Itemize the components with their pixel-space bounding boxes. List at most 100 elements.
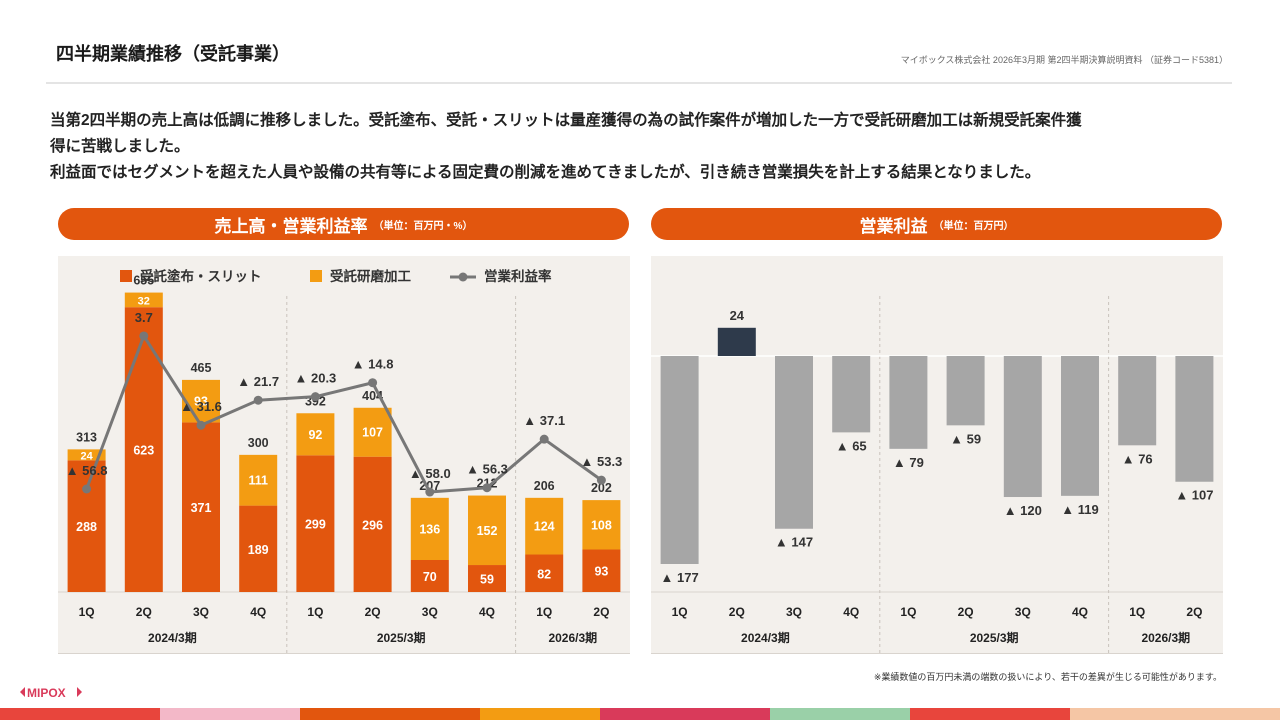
summary-line-1: 当第2四半期の売上高は低調に推移しました。受託塗布、受託・スリットは量産獲得の為… [50,112,1082,129]
margin-label: ▲ 31.6 [180,399,222,414]
bar-coating-slit [239,505,278,592]
sales-period-label: 2024/3期 [148,630,197,645]
margin-point [310,392,320,402]
bar-coating-slit-value: 93 [594,565,608,579]
profit-bar [1175,356,1214,482]
margin-point [253,395,263,405]
header-source-note: マイボックス株式会社 2026年3月期 第2四半期決算説明資料 （証券コード53… [900,55,1228,65]
profit-category-label: 1Q [900,605,916,619]
profit-chart-unit: （単位：百万円） [933,220,1014,232]
profit-chart-title: 営業利益 [859,216,928,236]
margin-label: ▲ 58.0 [409,466,451,481]
legend-margin-label: 営業利益率 [484,268,552,284]
bar-polishing-value: 108 [591,518,612,532]
bar-polishing-value: 152 [477,524,498,538]
margin-label: ▲ 14.8 [352,357,394,372]
profit-category-label: 3Q [1015,605,1031,619]
page-title: 四半期業績推移（受託事業） [56,44,290,64]
profit-value-label: ▲ 76 [1122,451,1153,466]
profit-period-label: 2024/3期 [741,630,790,645]
bar-polishing-value: 24 [80,450,93,462]
bar-coating-slit-value: 70 [423,570,437,584]
profit-value-label: ▲ 147 [775,535,813,550]
profit-value-label: ▲ 65 [836,438,867,453]
bar-coating-slit [582,549,621,592]
profit-value-label: ▲ 120 [1004,503,1042,518]
bar-coating-slit-value: 371 [191,501,212,515]
profit-bar [1118,356,1157,446]
logo-text: MIPOX [27,686,66,699]
bar-coating-slit [525,554,564,592]
profit-period-label: 2025/3期 [970,630,1019,645]
margin-point [596,475,606,485]
decorative-bottom-band [0,708,1280,720]
sales-chart-title: 売上高・営業利益率 [214,216,368,236]
sales-chart-unit: （単位：百万円・%） [373,220,473,232]
bar-total-value: 655 [133,274,154,288]
bar-polishing [67,449,106,461]
margin-label: ▲ 37.1 [523,413,565,428]
profit-bar [775,356,813,529]
company-logo: MIPOX [20,686,82,699]
margin-label: 3.7 [135,310,153,325]
bar-polishing [525,497,564,555]
profit-bar [946,356,985,426]
margin-point [196,420,206,430]
profit-bar [832,356,871,433]
sales-margin-chart-svg: 2024/3期 2025/3期 2026/3期 1Q 2Q 3Q 4Q 1Q 2Q 3Q 4Q 1Q 2… [58,256,630,654]
margin-label: ▲ 56.8 [66,463,108,478]
profit-period-label: 2026/3期 [1141,630,1190,645]
margin-point [82,484,92,494]
footnote: ※業績数値の百万円未満の端数の扱いにより、若干の差異が生じる可能性があります。 [873,672,1222,682]
margin-label: ▲ 20.3 [295,371,337,386]
bar-polishing-value: 93 [194,395,208,409]
profit-bar [717,327,756,356]
bar-total-value: 206 [534,479,555,493]
profit-bar [660,356,699,564]
header-divider [46,82,1232,84]
bar-coating-slit-value: 189 [248,543,269,557]
legend-polishing-label: 受託研磨加工 [330,268,411,284]
bar-polishing-value: 136 [419,522,440,536]
bar-polishing [182,379,220,423]
profit-value-label: ▲ 79 [893,455,924,470]
bar-polishing-value: 111 [248,474,268,488]
bar-total-value: 202 [591,481,612,495]
profit-plot-background [651,256,1223,654]
profit-category-label: 2Q [1186,605,1202,619]
margin-point [482,483,492,493]
summary-line-3: 利益面ではセグメントを超えた人員や設備の共有等による固定費の削減を進めてきました… [50,164,1041,181]
sales-category-label: 1Q [536,605,552,619]
profit-value-label: ▲ 107 [1175,488,1213,503]
legend-coating-slit-swatch [120,270,132,282]
profit-chart-header: 営業利益 （単位：百万円） [651,208,1222,240]
margin-label: ▲ 53.3 [581,454,623,469]
logo-left-chevron-icon [20,687,25,697]
margin-line [85,334,603,494]
sales-category-label: 3Q [422,605,438,619]
sales-category-label: 2Q [365,605,381,619]
legend-coating-slit-label: 受託塗布・スリット [140,268,262,284]
logo-right-chevron-icon [77,687,82,697]
bar-coating-slit-value: 299 [305,518,326,532]
bar-polishing-value: 107 [362,426,383,440]
bar-coating-slit-value: 296 [362,518,383,532]
bar-polishing [124,292,163,308]
profit-value-label: ▲ 177 [661,570,699,585]
bar-total-value: 300 [248,436,269,450]
bar-polishing [468,495,506,566]
sales-period-label: 2026/3期 [548,630,597,645]
profit-category-label: 1Q [1129,605,1145,619]
operating-profit-chart: 2024/3期 2025/3期 2026/3期 1Q 2Q 3Q 4Q 1Q 2Q 3Q 4Q 1Q 2… [651,256,1223,654]
sales-category-label: 2Q [136,605,152,619]
margin-point [368,378,378,388]
legend-margin-marker [458,272,468,282]
margin-point [139,331,149,341]
bar-polishing [239,454,278,506]
profit-category-label: 2Q [958,605,974,619]
profit-category-label: 4Q [1072,605,1088,619]
margin-label: ▲ 21.7 [237,374,279,389]
bar-coating-slit [353,456,392,592]
profit-category-label: 3Q [786,605,802,619]
bar-polishing [582,500,621,550]
